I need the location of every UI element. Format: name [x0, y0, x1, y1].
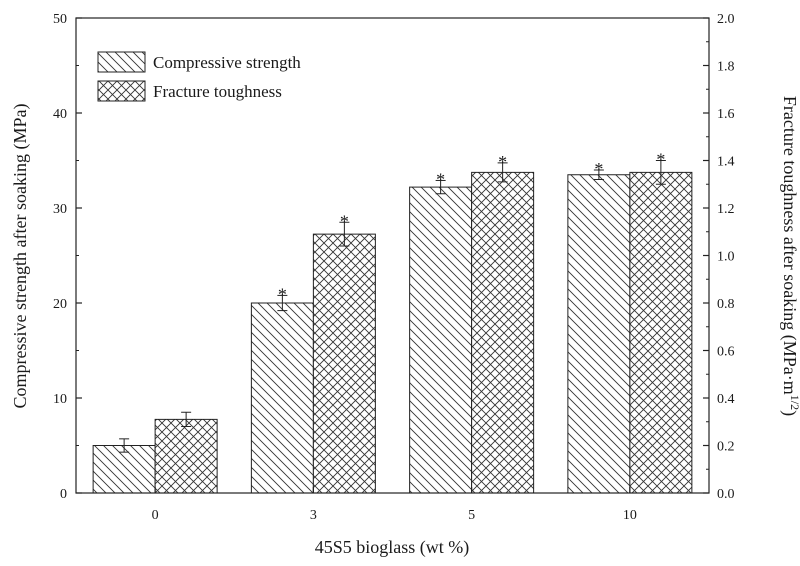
x-tick-label: 10 [623, 508, 637, 523]
right-tick-label: 2.0 [717, 12, 735, 27]
left-tick-label: 10 [53, 392, 67, 407]
left-tick-label: 0 [60, 487, 67, 502]
bar-compressive-strength [92, 445, 156, 494]
right-axis-ticks: 0.0 0.2 0.4 0.6 0.8 1.0 1.2 1.4 1.6 1.8 2.0 [703, 12, 735, 502]
right-tick-label: 0.2 [717, 440, 735, 455]
right-tick-label: 0.6 [717, 345, 735, 360]
right-axis-title-close: ) [779, 410, 800, 416]
x-tick-label: 5 [468, 508, 475, 523]
legend-swatch-fracture [97, 80, 146, 102]
left-tick-label: 50 [53, 12, 67, 27]
legend-label-fracture: Fracture toughness [153, 82, 282, 101]
error-bars-layer [119, 160, 666, 453]
significance-layer: * * * * * * [278, 150, 666, 305]
right-tick-label: 1.2 [717, 202, 735, 217]
bar-fracture-toughness [471, 171, 535, 494]
right-tick-label: 0.4 [717, 392, 735, 407]
right-axis-title-sup: 1/2 [788, 395, 800, 410]
legend: Compressive strength Fracture toughness [97, 51, 301, 102]
right-axis-title: Fracture toughness after soaking (MPa·m1… [779, 96, 800, 416]
bar-fracture-toughness [629, 171, 693, 494]
bars-layer [92, 171, 693, 494]
significance-asterisk: * [498, 152, 507, 172]
left-axis-title: Compressive strength after soaking (MPa) [10, 104, 31, 409]
significance-asterisk: * [340, 211, 349, 231]
right-axis-title-main: Fracture toughness after soaking (MPa·m [779, 96, 800, 395]
left-tick-label: 30 [53, 202, 67, 217]
bar-compressive-strength [409, 186, 473, 494]
right-tick-label: 0.8 [717, 297, 735, 312]
x-axis-ticks: 0 3 5 10 [152, 487, 637, 523]
significance-asterisk: * [278, 284, 287, 304]
bar-fracture-toughness [154, 418, 218, 494]
legend-swatch-compressive [97, 51, 146, 73]
significance-asterisk: * [436, 169, 445, 189]
x-axis-title: 45S5 bioglass (wt %) [315, 537, 470, 558]
right-tick-label: 1.8 [717, 60, 735, 75]
significance-asterisk: * [594, 159, 603, 179]
bar-compressive-strength [567, 174, 631, 494]
x-tick-label: 3 [310, 508, 317, 523]
right-tick-label: 1.4 [717, 155, 735, 170]
left-tick-label: 20 [53, 297, 67, 312]
left-axis-ticks: 0 10 20 30 40 50 [53, 12, 82, 502]
bar-compressive-strength [250, 302, 314, 494]
x-tick-label: 0 [152, 508, 159, 523]
legend-label-compressive: Compressive strength [153, 53, 301, 72]
bar-fracture-toughness [312, 233, 376, 494]
left-tick-label: 40 [53, 107, 67, 122]
right-tick-label: 0.0 [717, 487, 735, 502]
right-tick-label: 1.6 [717, 107, 735, 122]
right-tick-label: 1.0 [717, 250, 735, 265]
significance-asterisk: * [656, 150, 665, 170]
